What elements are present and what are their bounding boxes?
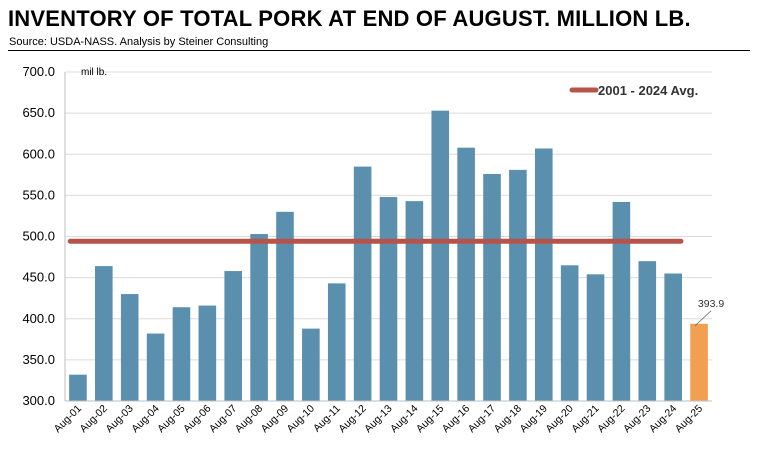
x-tick-label: Aug-15 xyxy=(414,403,447,436)
x-tick-label: Aug-25 xyxy=(673,403,706,436)
bar-aug-20 xyxy=(560,265,579,401)
chart-title: INVENTORY OF TOTAL PORK AT END OF AUGUST… xyxy=(8,6,691,31)
y-tick-label: 300.0 xyxy=(22,393,55,408)
bar-aug-24 xyxy=(664,273,682,401)
bar-aug-07 xyxy=(224,271,243,401)
chart-source: Source: USDA-NASS. Analysis by Steiner C… xyxy=(9,36,269,48)
x-tick-label: Aug-03 xyxy=(103,403,136,436)
bar-aug-13 xyxy=(379,197,398,401)
x-tick-label: Aug-10 xyxy=(285,403,318,436)
y-tick-label: 700.0 xyxy=(22,64,55,79)
bar-aug-15 xyxy=(431,110,450,401)
bar-aug-16 xyxy=(457,147,475,401)
y-tick-label: 650.0 xyxy=(22,105,55,120)
x-tick-label: Aug-04 xyxy=(129,403,162,436)
bar-aug-10 xyxy=(302,328,320,401)
x-tick-label: Aug-09 xyxy=(259,403,292,436)
x-tick-label: Aug-20 xyxy=(543,403,576,436)
y-axis: 300.0 350.0 400.0 450.0 500.0 550.0 600.0 650.0… xyxy=(22,64,66,408)
x-axis: Aug-01Aug-02Aug-03Aug-04Aug-05Aug-06Aug-… xyxy=(52,400,712,436)
bar-aug-08 xyxy=(250,234,268,401)
x-tick-label: Aug-17 xyxy=(466,403,499,436)
x-tick-label: Aug-02 xyxy=(78,403,111,436)
x-tick-label: Aug-22 xyxy=(595,403,628,436)
x-tick-label: Aug-18 xyxy=(492,403,525,436)
x-tick-label: Aug-21 xyxy=(569,403,602,436)
bar-aug-22 xyxy=(612,201,631,401)
unit-label: mil lb. xyxy=(81,67,107,78)
data-label-leader xyxy=(694,310,712,327)
bar-aug-19 xyxy=(534,148,553,401)
y-tick-label: 350.0 xyxy=(22,352,55,367)
x-tick-label: Aug-23 xyxy=(621,403,654,436)
bar-aug-18 xyxy=(509,169,527,401)
bar-aug-01 xyxy=(69,374,87,401)
x-tick-label: Aug-08 xyxy=(233,403,266,436)
bar-aug-03 xyxy=(120,294,139,401)
x-tick-label: Aug-01 xyxy=(52,403,85,436)
y-tick-label: 500.0 xyxy=(22,229,55,244)
bar-aug-23 xyxy=(638,261,657,401)
bar-aug-21 xyxy=(586,274,605,401)
bar-aug-02 xyxy=(95,266,113,401)
bar-aug-12 xyxy=(353,166,372,401)
legend-label: 2001 - 2024 Avg. xyxy=(598,83,698,98)
legend: 2001 - 2024 Avg. xyxy=(569,83,698,98)
x-tick-label: Aug-13 xyxy=(362,403,395,436)
header-divider xyxy=(8,50,750,51)
y-tick-label: 450.0 xyxy=(22,270,55,285)
x-tick-label: Aug-19 xyxy=(517,403,550,436)
bar-aug-05 xyxy=(172,307,191,401)
data-label-aug-25: 393.9 xyxy=(698,298,724,310)
x-tick-label: Aug-24 xyxy=(647,403,680,436)
x-tick-label: Aug-07 xyxy=(207,403,240,436)
bar-aug-14 xyxy=(405,201,424,401)
bar-aug-04 xyxy=(146,333,165,401)
bar-aug-06 xyxy=(198,305,217,401)
x-tick-label: Aug-14 xyxy=(388,403,421,436)
y-tick-label: 600.0 xyxy=(22,146,55,161)
x-tick-label: Aug-16 xyxy=(440,403,473,436)
x-tick-label: Aug-12 xyxy=(336,403,369,436)
bar-aug-25 xyxy=(690,323,708,401)
y-tick-label: 550.0 xyxy=(22,187,55,202)
bars: 393.9 xyxy=(69,110,724,401)
y-tick-label: 400.0 xyxy=(22,311,55,326)
bar-aug-11 xyxy=(327,283,346,401)
x-tick-label: Aug-05 xyxy=(155,403,188,436)
x-tick-label: Aug-06 xyxy=(181,403,214,436)
bar-aug-09 xyxy=(276,211,294,401)
bar-aug-17 xyxy=(483,173,501,401)
